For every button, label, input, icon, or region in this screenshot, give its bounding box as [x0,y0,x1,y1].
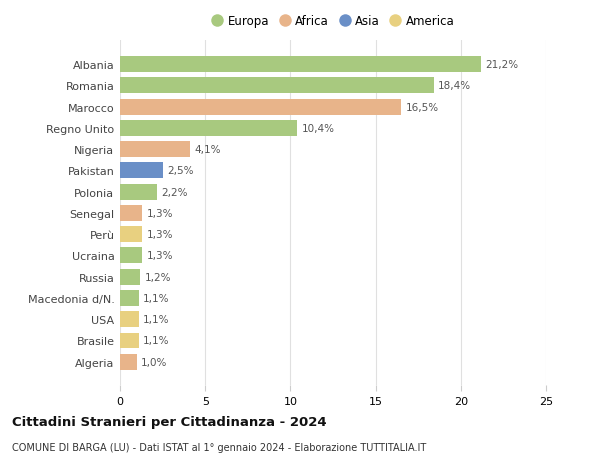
Text: 1,1%: 1,1% [143,314,170,325]
Text: 4,1%: 4,1% [194,145,221,155]
Bar [120,184,157,200]
Text: 1,2%: 1,2% [145,272,171,282]
Bar [120,333,139,349]
Text: 10,4%: 10,4% [301,123,334,134]
Bar [120,100,401,115]
Bar [120,206,142,221]
Bar [120,269,140,285]
Text: COMUNE DI BARGA (LU) - Dati ISTAT al 1° gennaio 2024 - Elaborazione TUTTITALIA.I: COMUNE DI BARGA (LU) - Dati ISTAT al 1° … [12,442,426,452]
Bar [120,354,137,370]
Text: Cittadini Stranieri per Cittadinanza - 2024: Cittadini Stranieri per Cittadinanza - 2… [12,415,326,428]
Text: 1,0%: 1,0% [142,357,167,367]
Bar [120,312,139,327]
Bar [120,291,139,306]
Text: 1,1%: 1,1% [143,336,170,346]
Text: 2,2%: 2,2% [162,187,188,197]
Text: 1,1%: 1,1% [143,293,170,303]
Bar [120,78,434,94]
Text: 21,2%: 21,2% [485,60,518,70]
Text: 1,3%: 1,3% [146,230,173,240]
Bar [120,57,481,73]
Bar [120,248,142,264]
Legend: Europa, Africa, Asia, America: Europa, Africa, Asia, America [209,13,457,30]
Text: 1,3%: 1,3% [146,251,173,261]
Text: 2,5%: 2,5% [167,166,193,176]
Bar [120,227,142,243]
Bar [120,121,297,136]
Bar [120,142,190,158]
Text: 16,5%: 16,5% [406,102,439,112]
Bar [120,163,163,179]
Text: 1,3%: 1,3% [146,208,173,218]
Text: 18,4%: 18,4% [438,81,471,91]
